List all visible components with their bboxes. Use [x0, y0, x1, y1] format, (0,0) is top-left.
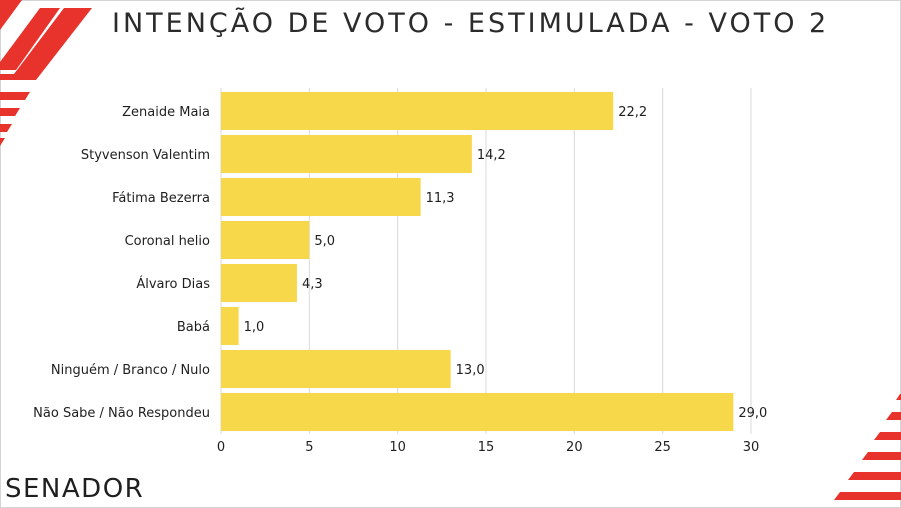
- data-label: 5,0: [314, 234, 335, 249]
- bar: [221, 92, 614, 130]
- top-left-stripes-decoration: [0, 0, 92, 146]
- data-label: 4,3: [302, 277, 323, 292]
- category-label: Álvaro Dias: [136, 276, 210, 292]
- data-label: 22,2: [618, 105, 647, 120]
- x-tick-label: 5: [305, 440, 313, 455]
- category-label: Coronal helio: [125, 234, 210, 249]
- x-tick-label: 20: [566, 440, 583, 455]
- x-tick-label: 25: [654, 440, 671, 455]
- category-label: Babá: [177, 320, 210, 335]
- chart-title: INTENÇÃO DE VOTO - ESTIMULADA - VOTO 2: [112, 8, 830, 39]
- x-tick-label: 0: [217, 440, 225, 455]
- x-tick-label: 30: [743, 440, 760, 455]
- footer-label: SENADOR: [5, 474, 145, 504]
- bar: [221, 350, 451, 388]
- bar: [221, 221, 310, 259]
- data-label: 29,0: [738, 406, 767, 421]
- bar: [221, 178, 421, 216]
- data-label: 13,0: [456, 363, 485, 378]
- category-label: Ninguém / Branco / Nulo: [51, 363, 210, 378]
- bar: [221, 393, 734, 431]
- bar: [221, 264, 297, 302]
- category-label: Não Sabe / Não Respondeu: [33, 406, 210, 421]
- data-label: 11,3: [426, 191, 455, 206]
- category-label: Zenaide Maia: [122, 105, 210, 120]
- data-label: 1,0: [244, 320, 265, 335]
- x-tick-label: 15: [478, 440, 495, 455]
- bottom-right-stripes-decoration: [834, 394, 901, 500]
- data-label: 14,2: [477, 148, 506, 163]
- bar: [221, 135, 472, 173]
- x-tick-label: 10: [389, 440, 406, 455]
- category-label: Fátima Bezerra: [112, 191, 210, 206]
- bar: [221, 307, 239, 345]
- category-label: Styvenson Valentim: [81, 148, 210, 163]
